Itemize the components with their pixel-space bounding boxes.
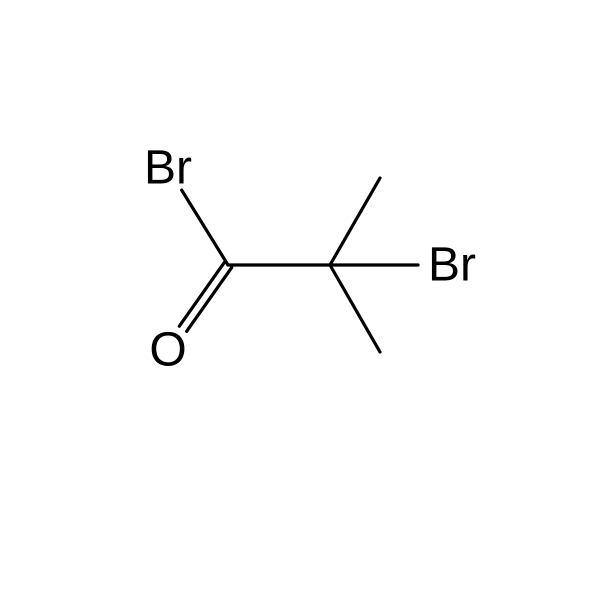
bonds-layer bbox=[179, 178, 418, 352]
atom-label-o: O bbox=[149, 324, 186, 377]
labels-layer: Br O Br bbox=[144, 142, 476, 377]
bond bbox=[182, 190, 228, 265]
atom-label-br1: Br bbox=[144, 142, 192, 195]
bond bbox=[330, 265, 380, 352]
bond bbox=[179, 262, 224, 326]
molecule-diagram: Br O Br bbox=[0, 0, 600, 600]
bond bbox=[187, 268, 232, 332]
atom-label-br2: Br bbox=[428, 239, 476, 292]
bond bbox=[330, 178, 380, 265]
